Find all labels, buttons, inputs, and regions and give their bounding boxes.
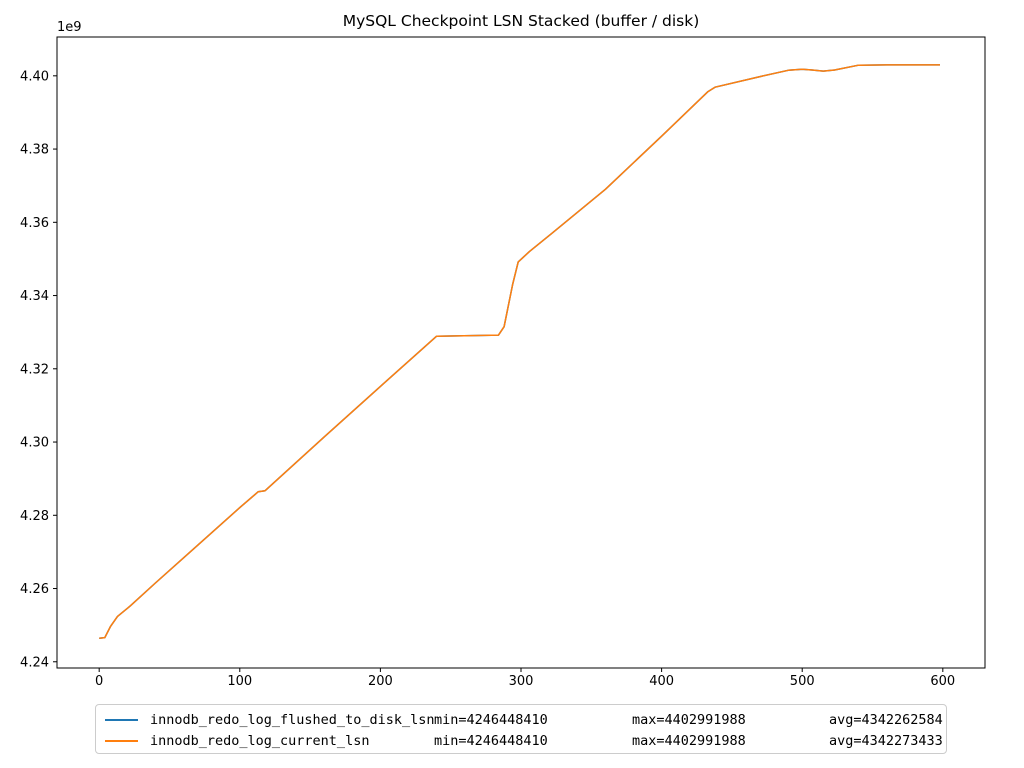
x-tick-label: 400 xyxy=(649,674,674,689)
y-tick-label: 4.28 xyxy=(20,509,49,524)
x-tick-label: 300 xyxy=(509,674,534,689)
y-tick-label: 4.30 xyxy=(20,436,49,451)
legend-series-max: max=4402991988 xyxy=(632,711,746,728)
legend-series-label: innodb_redo_log_current_lsn xyxy=(150,732,370,749)
legend-row: innodb_redo_log_current_lsn min=42464484… xyxy=(96,730,946,751)
y-tick-label: 4.24 xyxy=(20,655,49,670)
legend-row: innodb_redo_log_flushed_to_disk_lsn min=… xyxy=(96,709,946,730)
y-tick-label: 4.40 xyxy=(20,69,49,84)
series-line-innodb_redo_log_current_lsn xyxy=(99,64,940,639)
legend-series-max: max=4402991988 xyxy=(632,732,746,749)
legend-series-avg: avg=4342262584 xyxy=(829,711,943,728)
x-tick-label: 200 xyxy=(368,674,393,689)
y-tick-label: 4.34 xyxy=(20,289,49,304)
x-tick-label: 500 xyxy=(790,674,815,689)
legend-box: innodb_redo_log_flushed_to_disk_lsn min=… xyxy=(95,704,947,754)
series-color-swatch xyxy=(105,718,138,721)
legend-series-min: min=4246448410 xyxy=(434,711,548,728)
series-color-swatch xyxy=(105,739,138,742)
series-line-innodb_redo_log_flushed_to_disk_lsn xyxy=(99,64,940,639)
x-tick-label: 0 xyxy=(95,674,103,689)
y-tick-label: 4.32 xyxy=(20,362,49,377)
y-tick-label: 4.26 xyxy=(20,582,49,597)
axes-spines xyxy=(56,36,986,669)
x-tick-label: 600 xyxy=(930,674,955,689)
y-tick-label: 4.36 xyxy=(20,216,49,231)
y-tick-label: 4.38 xyxy=(20,143,49,158)
legend-series-label: innodb_redo_log_flushed_to_disk_lsn xyxy=(150,711,435,728)
legend-series-min: min=4246448410 xyxy=(434,732,548,749)
x-tick-label: 100 xyxy=(227,674,252,689)
chart-title: MySQL Checkpoint LSN Stacked (buffer / d… xyxy=(342,12,700,30)
legend-series-avg: avg=4342273433 xyxy=(829,732,943,749)
y-axis-offset-label: 1e9 xyxy=(57,20,82,35)
